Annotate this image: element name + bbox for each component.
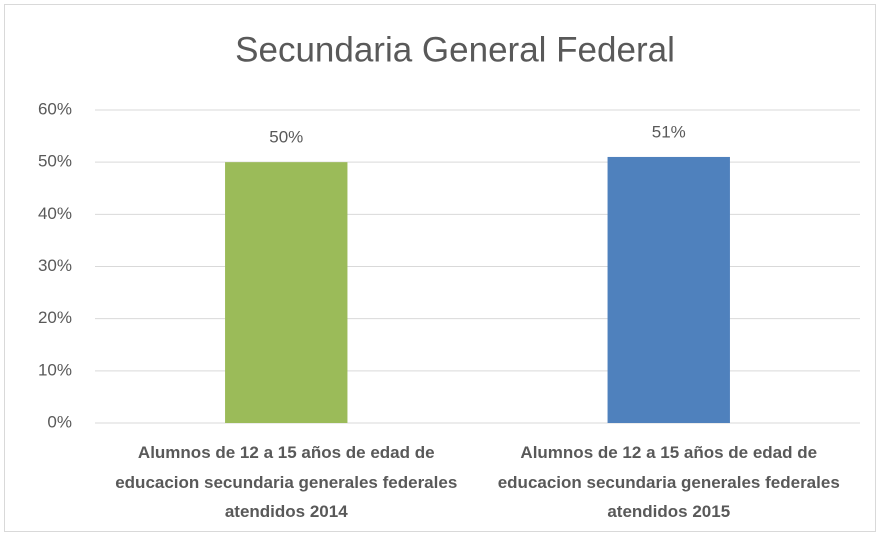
value-label: 50%: [269, 128, 303, 147]
y-tick-label: 40%: [38, 204, 72, 223]
x-tick-label: Alumnos de 12 a 15 años de edad de educa…: [497, 443, 840, 521]
value-label: 51%: [652, 122, 686, 141]
y-tick-label: 0%: [47, 412, 72, 431]
y-tick-label: 20%: [38, 308, 72, 327]
y-tick-label: 50%: [38, 152, 72, 171]
y-tick-label: 30%: [38, 256, 72, 275]
chart-border: [4, 4, 876, 532]
bar: [225, 162, 348, 423]
x-tick-label: Alumnos de 12 a 15 años de edad de educa…: [115, 443, 458, 521]
y-tick-label: 60%: [38, 99, 72, 118]
chart-title: Secundaria General Federal: [235, 30, 675, 69]
bar: [607, 156, 730, 423]
y-tick-label: 10%: [38, 360, 72, 379]
